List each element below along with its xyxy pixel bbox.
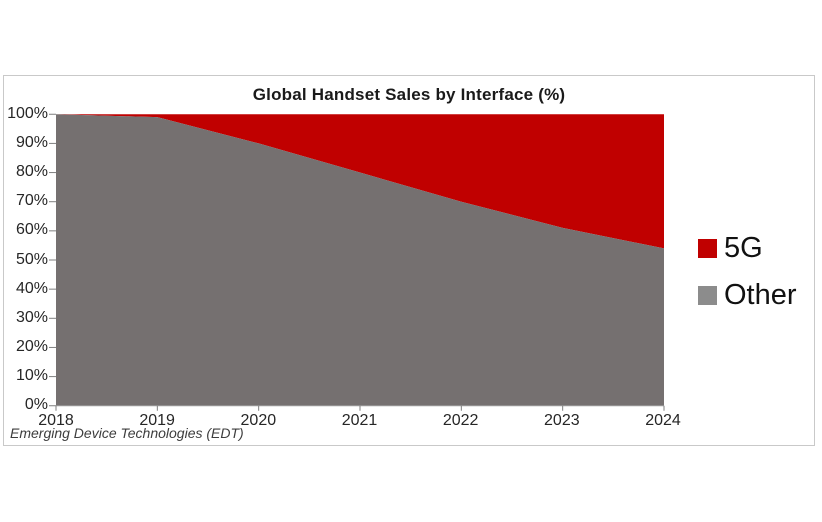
x-axis-label: 2018 [38, 412, 74, 429]
legend-label: 5G [724, 232, 763, 264]
y-axis-label: 90% [15, 134, 48, 152]
x-axis-label: 2019 [139, 412, 175, 429]
legend-swatch-other [698, 286, 717, 305]
y-axis-label: 20% [15, 337, 48, 355]
x-tick-marks [55, 405, 665, 411]
y-tick-marks [48, 113, 56, 407]
y-axis-label: 60% [15, 221, 48, 239]
legend-item-5g: 5G [698, 234, 797, 263]
plot-area [48, 113, 665, 411]
source-note: Emerging Device Technologies (EDT) [10, 425, 244, 441]
area-other [56, 114, 664, 406]
legend-item-other: Other [698, 281, 797, 310]
x-axis-label: 2024 [645, 412, 681, 429]
y-axis-label: 0% [24, 396, 48, 413]
y-axis-label: 80% [15, 163, 48, 181]
chart-title: Global Handset Sales by Interface (%) [252, 85, 566, 104]
x-axis-label: 2020 [240, 412, 277, 429]
legend: 5G Other [698, 234, 797, 310]
legend-label: Other [724, 279, 797, 311]
chart-frame: Global Handset Sales by Interface (%) 0%… [3, 75, 815, 446]
x-axis-label: 2021 [341, 412, 378, 429]
x-axis-label: 2023 [544, 412, 580, 429]
x-axis-label: 2022 [442, 412, 479, 429]
y-axis-label: 70% [15, 192, 48, 210]
y-axis-label: 40% [15, 279, 48, 297]
legend-swatch-5g [698, 239, 717, 258]
y-axis-label: 50% [15, 250, 48, 268]
y-axis-label: 100% [7, 105, 48, 122]
y-axis-label: 30% [15, 308, 48, 326]
y-axis-label: 10% [15, 366, 48, 384]
